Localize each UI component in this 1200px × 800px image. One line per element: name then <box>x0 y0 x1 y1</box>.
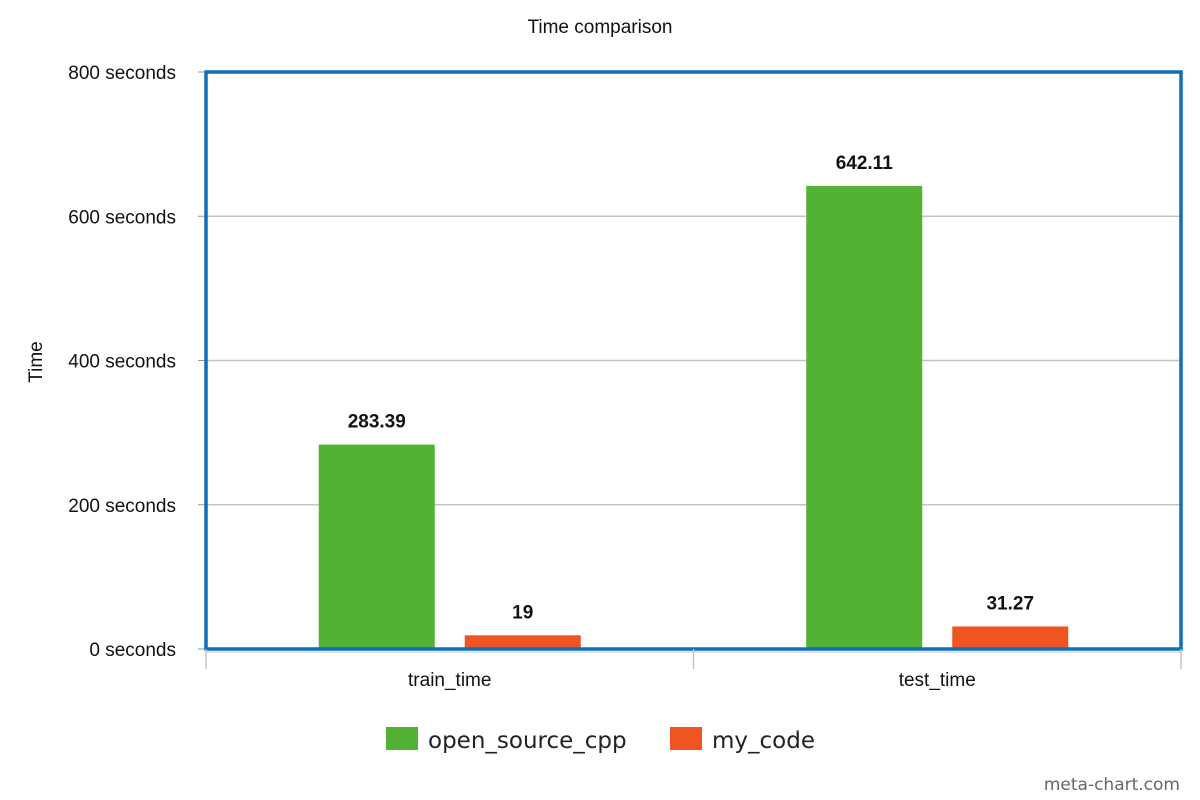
data-label: 283.39 <box>348 412 406 433</box>
y-axis-title: Time <box>26 341 47 383</box>
x-axis: train_time test_time <box>205 649 1182 691</box>
legend-item-open_source_cpp[interactable]: open_source_cpp <box>386 727 627 754</box>
y-tick-label: 800 seconds <box>68 63 176 84</box>
bar-open_source_cpp-train_time <box>318 444 435 649</box>
legend-label: open_source_cpp <box>428 728 627 754</box>
legend[interactable]: open_source_cpp my_code <box>386 727 815 754</box>
data-label: 19 <box>512 602 533 623</box>
legend-label: my_code <box>712 728 815 754</box>
x-category-label: train_time <box>408 670 491 691</box>
legend-swatch <box>670 727 702 750</box>
y-tick-label: 400 seconds <box>68 352 176 373</box>
x-category-label: test_time <box>899 670 976 691</box>
data-label: 642.11 <box>836 153 893 174</box>
bar-my_code-test_time <box>952 626 1069 649</box>
data-label: 31.27 <box>986 593 1034 614</box>
bar-open_source_cpp-test_time <box>806 185 923 649</box>
y-tick-label: 0 seconds <box>89 640 176 661</box>
legend-item-my_code[interactable]: my_code <box>670 727 815 754</box>
data-labels: 283.39 19 642.11 31.27 <box>348 153 1034 623</box>
watermark: meta-chart.com <box>1044 775 1180 795</box>
legend-swatch <box>386 727 418 750</box>
bar-my_code-train_time <box>464 635 581 649</box>
y-tick-label: 200 seconds <box>68 496 176 517</box>
chart-title: Time comparison <box>527 17 672 38</box>
y-axis-ticks: 0 seconds 200 seconds 400 seconds 600 secon… <box>68 63 206 661</box>
y-tick-label: 600 seconds <box>68 207 176 228</box>
bars <box>318 185 1069 649</box>
